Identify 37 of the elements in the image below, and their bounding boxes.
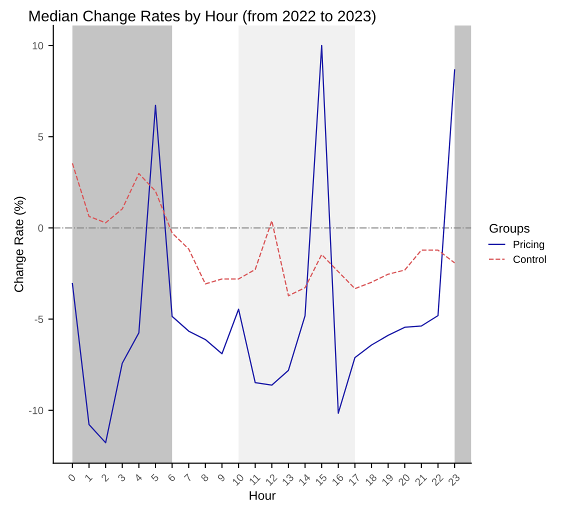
x-tick-label: 2 — [100, 473, 110, 482]
x-tick-label: 20 — [398, 473, 411, 486]
line-series — [72, 44, 456, 444]
x-tick-label: 13 — [282, 473, 294, 486]
x-tick-label: 22 — [431, 473, 444, 486]
x-tick-label: 6 — [167, 473, 176, 482]
x-tick-label: 19 — [381, 473, 394, 486]
x-tick-label: 5 — [150, 473, 160, 482]
legend-label: Control — [513, 255, 546, 264]
y-axis-title: Change Rate (%) — [14, 196, 26, 292]
x-tick-label: 14 — [298, 473, 311, 486]
y-tick-label: -5 — [34, 316, 44, 323]
x-tick-label: 9 — [217, 473, 226, 482]
y-tick-label: 0 — [38, 224, 44, 232]
x-tick-label: 15 — [314, 473, 328, 486]
legend-label: Pricing — [514, 240, 544, 250]
x-tick-label: 16 — [332, 473, 344, 486]
y-tick-label: 10 — [32, 42, 44, 50]
x-tick-label: 21 — [414, 473, 428, 486]
x-tick-label: 0 — [67, 473, 76, 482]
y-tick-label: -10 — [28, 406, 44, 414]
line-series — [72, 162, 456, 296]
x-tick-label: 4 — [134, 473, 143, 482]
x-tick-label: 10 — [232, 473, 244, 486]
chart-title: Median Change Rates by Hour (from 2022 to 2023) — [29, 10, 376, 24]
x-axis-title: Hour — [250, 491, 276, 500]
x-tick-label: 1 — [84, 474, 93, 482]
x-tick-label: 7 — [184, 474, 192, 482]
x-tick-label: 18 — [364, 473, 378, 486]
x-tick-label: 17 — [348, 474, 361, 486]
x-tick-label: 23 — [448, 473, 460, 486]
x-tick-label: 11 — [248, 474, 261, 486]
x-tick-label: 8 — [200, 473, 210, 482]
x-tick-label: 3 — [117, 473, 126, 482]
y-tick-label: 5 — [38, 133, 44, 141]
legend-title: Groups — [490, 224, 530, 236]
x-tick-label: 12 — [265, 473, 278, 486]
